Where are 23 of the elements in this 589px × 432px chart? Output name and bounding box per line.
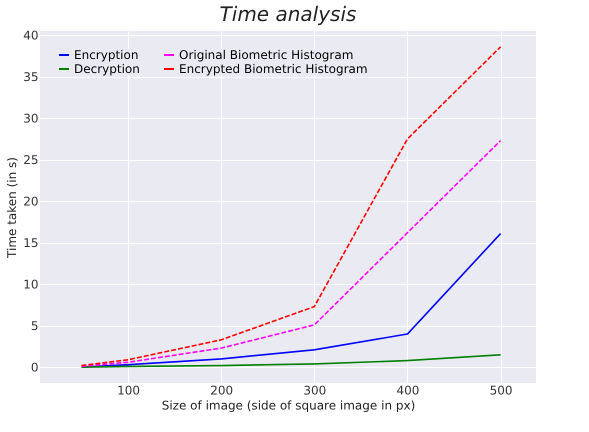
x-tick-label: 500 bbox=[490, 384, 513, 398]
y-tick-label: 0 bbox=[30, 360, 38, 375]
chart-title: Time analysis bbox=[220, 2, 356, 26]
y-tick-label: 25 bbox=[23, 153, 38, 168]
y-tick-label: 30 bbox=[23, 112, 38, 126]
y-tick-label: 20 bbox=[23, 194, 38, 209]
y-axis-title: Time taken (in s) bbox=[5, 157, 20, 259]
x-axis-title: Size of image (side of square image in px) bbox=[162, 398, 416, 412]
legend-label: Encryption bbox=[74, 48, 138, 62]
y-tick-label: 40 bbox=[23, 28, 38, 43]
x-tick-label: 200 bbox=[210, 384, 234, 398]
y-tick-label: 10 bbox=[23, 278, 38, 292]
line-series bbox=[80, 354, 502, 368]
legend-label: Decryption bbox=[74, 62, 140, 76]
x-tick-label: 400 bbox=[396, 384, 420, 398]
line-series bbox=[80, 140, 502, 368]
legend-label: Encrypted Biometric Histogram bbox=[179, 62, 368, 76]
y-tick-label: 15 bbox=[23, 236, 38, 250]
y-tick-label: 35 bbox=[23, 70, 38, 84]
y-tick-label: 5 bbox=[30, 319, 38, 334]
legend-label: Original Biometric Histogram bbox=[179, 48, 354, 62]
x-tick-label: 300 bbox=[303, 384, 326, 398]
x-tick-label: 100 bbox=[117, 384, 140, 398]
